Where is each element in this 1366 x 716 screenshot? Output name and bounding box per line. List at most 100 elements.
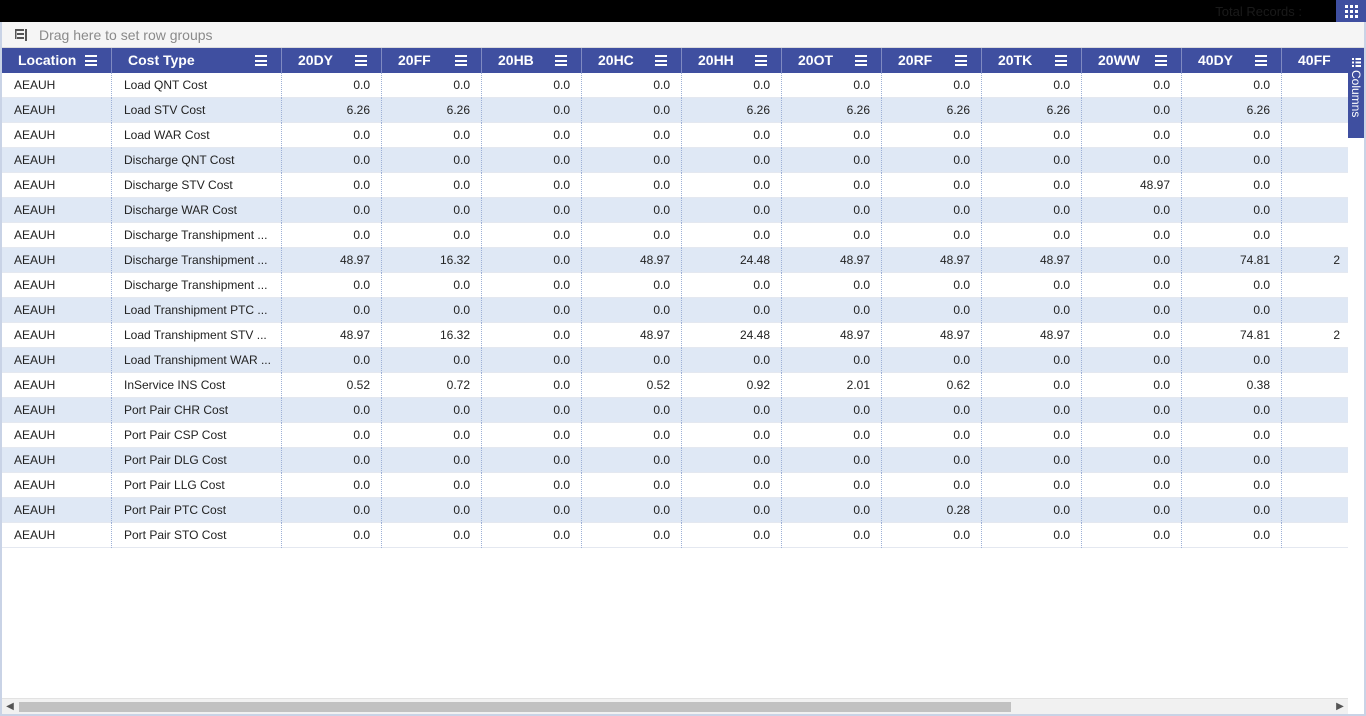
table-row[interactable]: AEAUH Load WAR Cost 0.0 0.0 0.0 0.0 0.0 0.0 0.0 0… xyxy=(2,123,1348,148)
table-cell[interactable]: 0.0 xyxy=(1082,523,1182,548)
table-cell[interactable]: 0.0 xyxy=(782,423,882,448)
table-cell[interactable]: 0.0 xyxy=(582,473,682,498)
table-cell[interactable] xyxy=(1282,173,1348,198)
table-cell[interactable]: 0.0 xyxy=(282,173,382,198)
table-cell[interactable]: 0.0 xyxy=(282,223,382,248)
scroll-left-icon[interactable]: ◀ xyxy=(6,701,14,712)
table-cell[interactable]: 0.0 xyxy=(782,223,882,248)
column-menu-icon[interactable] xyxy=(955,55,967,66)
table-cell[interactable]: 0.0 xyxy=(782,398,882,423)
table-cell[interactable]: 0.0 xyxy=(982,348,1082,373)
table-cell[interactable]: 0.0 xyxy=(282,123,382,148)
table-cell[interactable]: 6.26 xyxy=(782,98,882,123)
table-cell[interactable]: 0.0 xyxy=(1182,398,1282,423)
table-cell[interactable] xyxy=(1282,523,1348,548)
table-cell[interactable]: AEAUH xyxy=(2,173,112,198)
table-cell[interactable]: 0.0 xyxy=(1082,98,1182,123)
table-cell[interactable]: 0.0 xyxy=(682,523,782,548)
table-cell[interactable]: 16.32 xyxy=(382,248,482,273)
table-cell[interactable]: 0.0 xyxy=(982,273,1082,298)
table-cell[interactable]: 0.0 xyxy=(782,73,882,98)
table-row[interactable]: AEAUH Port Pair DLG Cost 0.0 0.0 0.0 0.0 0.0 0.… xyxy=(2,448,1348,473)
table-cell[interactable]: AEAUH xyxy=(2,348,112,373)
table-cell[interactable]: 0.0 xyxy=(582,98,682,123)
table-cell[interactable]: 0.0 xyxy=(682,473,782,498)
table-cell[interactable]: 0.0 xyxy=(882,148,982,173)
table-cell[interactable]: 0.0 xyxy=(682,148,782,173)
table-cell[interactable]: 48.97 xyxy=(1082,173,1182,198)
table-cell[interactable]: 0.52 xyxy=(282,373,382,398)
table-cell[interactable]: Port Pair LLG Cost xyxy=(112,473,282,498)
column-header[interactable]: 20TK xyxy=(982,48,1082,73)
table-cell[interactable]: 0.0 xyxy=(882,73,982,98)
table-cell[interactable]: Port Pair STO Cost xyxy=(112,523,282,548)
table-cell[interactable]: 0.0 xyxy=(582,398,682,423)
table-cell[interactable]: 0.0 xyxy=(882,198,982,223)
table-cell[interactable]: 0.0 xyxy=(982,173,1082,198)
column-header[interactable]: 20WW xyxy=(1082,48,1182,73)
table-cell[interactable]: 0.0 xyxy=(982,398,1082,423)
table-cell[interactable]: 0.0 xyxy=(282,348,382,373)
table-cell[interactable]: 0.0 xyxy=(782,173,882,198)
table-cell[interactable]: 0.0 xyxy=(1182,198,1282,223)
row-group-panel[interactable]: Drag here to set row groups xyxy=(2,22,1364,48)
table-cell[interactable]: Load Transhipment WAR ... xyxy=(112,348,282,373)
table-cell[interactable] xyxy=(1282,298,1348,323)
table-cell[interactable]: AEAUH xyxy=(2,473,112,498)
table-row[interactable]: AEAUH Load STV Cost 6.26 6.26 0.0 0.0 6.26 6.26… xyxy=(2,98,1348,123)
table-cell[interactable]: AEAUH xyxy=(2,148,112,173)
table-cell[interactable]: 6.26 xyxy=(1182,98,1282,123)
table-cell[interactable]: 0.72 xyxy=(382,373,482,398)
table-cell[interactable]: 0.0 xyxy=(1182,348,1282,373)
table-cell[interactable]: 0.0 xyxy=(882,173,982,198)
table-cell[interactable]: 0.0 xyxy=(382,173,482,198)
table-cell[interactable]: 0.0 xyxy=(682,123,782,148)
table-cell[interactable]: 0.0 xyxy=(482,523,582,548)
table-cell[interactable]: 0.0 xyxy=(582,498,682,523)
table-cell[interactable] xyxy=(1282,348,1348,373)
table-cell[interactable]: 0.0 xyxy=(382,398,482,423)
table-cell[interactable]: Load Transhipment STV ... xyxy=(112,323,282,348)
table-cell[interactable] xyxy=(1282,123,1348,148)
table-cell[interactable]: 48.97 xyxy=(982,323,1082,348)
table-cell[interactable]: 0.0 xyxy=(982,498,1082,523)
column-menu-icon[interactable] xyxy=(85,55,97,66)
table-cell[interactable] xyxy=(1282,423,1348,448)
table-row[interactable]: AEAUH Discharge Transhipment ... 0.0 0.0 0.0… xyxy=(2,223,1348,248)
table-cell[interactable]: 0.0 xyxy=(1082,398,1182,423)
column-menu-icon[interactable] xyxy=(855,55,867,66)
table-cell[interactable]: 0.0 xyxy=(582,198,682,223)
table-cell[interactable]: 0.0 xyxy=(1082,348,1182,373)
table-cell[interactable] xyxy=(1282,473,1348,498)
table-cell[interactable]: Load QNT Cost xyxy=(112,73,282,98)
table-cell[interactable] xyxy=(1282,498,1348,523)
table-cell[interactable]: 0.0 xyxy=(1182,173,1282,198)
table-cell[interactable]: Discharge STV Cost xyxy=(112,173,282,198)
table-cell[interactable]: 0.0 xyxy=(682,448,782,473)
table-cell[interactable]: 0.0 xyxy=(882,123,982,148)
column-header[interactable]: 20HH xyxy=(682,48,782,73)
table-cell[interactable]: 0.0 xyxy=(1182,523,1282,548)
horizontal-scrollbar[interactable]: ◀ ▶ xyxy=(2,698,1348,714)
table-cell[interactable]: 6.26 xyxy=(382,98,482,123)
column-menu-icon[interactable] xyxy=(1155,55,1167,66)
column-menu-icon[interactable] xyxy=(355,55,367,66)
table-cell[interactable]: 74.81 xyxy=(1182,323,1282,348)
table-cell[interactable]: 0.0 xyxy=(1082,373,1182,398)
table-cell[interactable]: 0.0 xyxy=(982,473,1082,498)
column-menu-icon[interactable] xyxy=(255,55,267,66)
table-cell[interactable]: Discharge WAR Cost xyxy=(112,198,282,223)
table-row[interactable]: AEAUH Port Pair PTC Cost 0.0 0.0 0.0 0.0 0.0 0.… xyxy=(2,498,1348,523)
table-cell[interactable]: Discharge Transhipment ... xyxy=(112,248,282,273)
table-cell[interactable]: AEAUH xyxy=(2,398,112,423)
table-cell[interactable]: 0.0 xyxy=(382,423,482,448)
table-cell[interactable]: 0.0 xyxy=(782,473,882,498)
table-row[interactable]: AEAUH Load Transhipment WAR ... 0.0 0.0 0.0 0… xyxy=(2,348,1348,373)
table-cell[interactable]: 24.48 xyxy=(682,323,782,348)
table-cell[interactable]: Load STV Cost xyxy=(112,98,282,123)
column-header[interactable]: 20OT xyxy=(782,48,882,73)
table-cell[interactable]: 0.0 xyxy=(1182,148,1282,173)
table-cell[interactable]: 0.0 xyxy=(482,173,582,198)
column-header[interactable]: 20FF xyxy=(382,48,482,73)
table-cell[interactable]: 0.0 xyxy=(382,498,482,523)
